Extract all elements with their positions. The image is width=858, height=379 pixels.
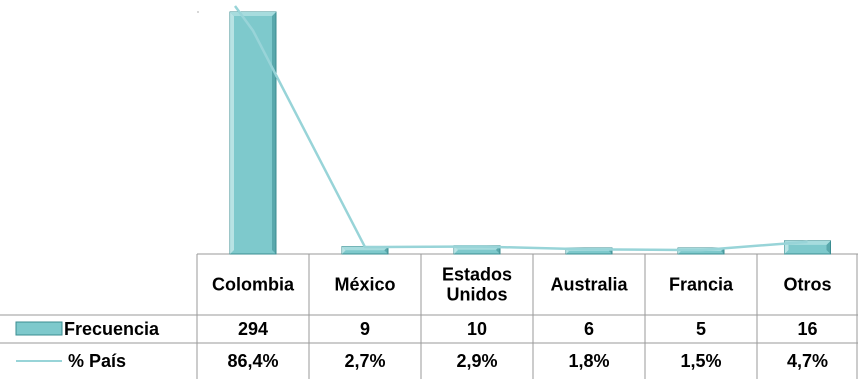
legend-label-frecuencia: Frecuencia (64, 319, 160, 339)
category-label-australia: Australia (550, 275, 628, 295)
frecuencia-value-estados-unidos: 10 (467, 319, 487, 339)
frecuencia-value-colombia: 294 (238, 319, 268, 339)
frecuencia-value-mexico: 9 (360, 319, 370, 339)
pais-value-otros: 4,7% (787, 351, 828, 371)
legend-key-frecuencia (15, 321, 63, 336)
frecuencia-values: 294 9 10 6 5 16 (238, 319, 818, 339)
frecuencia-value-francia: 5 (696, 319, 706, 339)
bar-colombia-bevel-right (272, 12, 276, 254)
bar-colombia-body (229, 11, 277, 255)
category-label-francia: Francia (669, 275, 734, 295)
category-label-otros: Otros (783, 275, 831, 295)
category-label-mexico: México (334, 275, 395, 295)
pais-value-australia: 1,8% (568, 351, 609, 371)
bar-colombia (229, 11, 277, 255)
pais-value-colombia: 86,4% (227, 351, 278, 371)
pais-values: 86,4% 2,7% 2,9% 1,8% 1,5% 4,7% (227, 351, 828, 371)
pais-value-francia: 1,5% (680, 351, 721, 371)
pais-value-mexico: 2,7% (344, 351, 385, 371)
bar-colombia-bevel-top (230, 12, 276, 16)
category-label-colombia: Colombia (212, 275, 295, 295)
bar-series (229, 11, 831, 255)
frecuencia-value-australia: 6 (584, 319, 594, 339)
category-label-estados-unidos: Estados Unidos (442, 265, 512, 305)
bar-colombia-bevel-left (230, 12, 234, 254)
legend-label-pais: % País (68, 351, 126, 371)
frecuencia-value-otros: 16 (797, 319, 817, 339)
pais-value-estados-unidos: 2,9% (456, 351, 497, 371)
data-table-grid (0, 11, 858, 379)
bar-mexico-bevel-left (342, 246, 346, 254)
legend-keys (15, 321, 63, 362)
line-series (233, 5, 808, 252)
bar-otros-bevel-right (826, 240, 831, 254)
line-pais (233, 5, 808, 252)
bar-mexico-bevel-right (384, 246, 388, 254)
category-labels: Colombia México Estados Unidos Australia Fran… (212, 265, 832, 305)
